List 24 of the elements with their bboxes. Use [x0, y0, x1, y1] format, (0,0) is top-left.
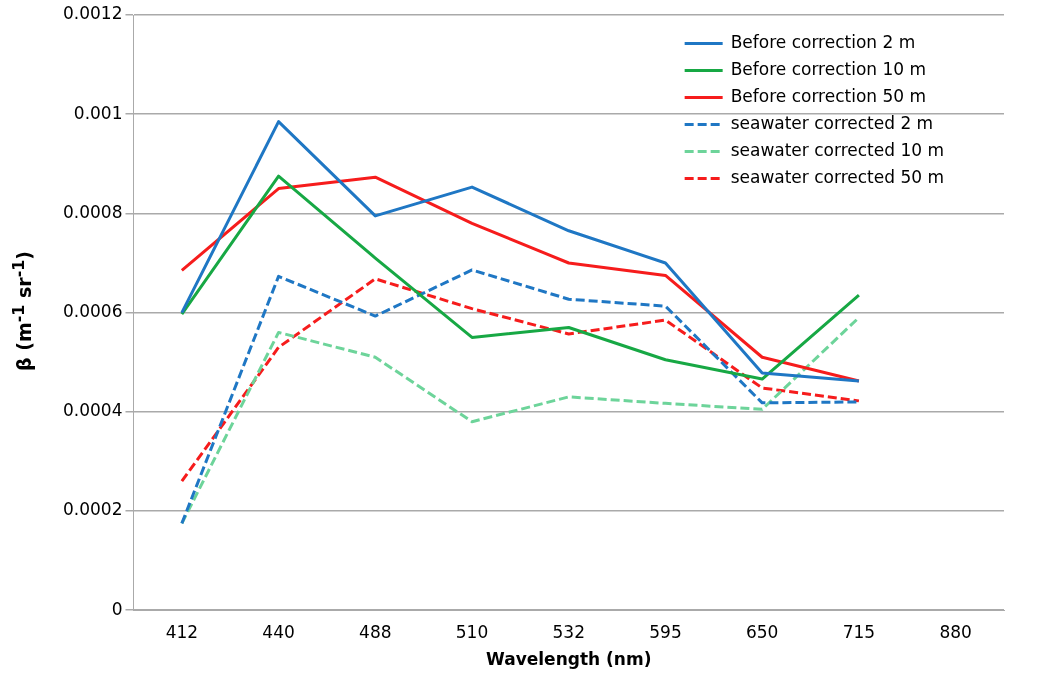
legend-label: Before correction 50 m	[730, 85, 927, 106]
legend-label: seawater corrected 2 m	[730, 112, 934, 133]
legend-label: Before correction 10 m	[730, 58, 927, 79]
legend-label: seawater corrected 10 m	[730, 139, 945, 160]
x-tick-label: 412	[165, 621, 199, 642]
y-tick-label: 0	[111, 598, 123, 619]
x-axis-title: Wavelength (nm)	[486, 649, 652, 670]
y-tick-label: 0.0012	[63, 3, 123, 24]
line-series	[180, 277, 861, 483]
x-tick-label: 510	[455, 621, 489, 642]
y-tick-label: 0.0006	[63, 301, 123, 322]
x-tick-label: 488	[359, 621, 392, 642]
legend-label: Before correction 2 m	[730, 31, 916, 52]
x-tick-label: 715	[842, 621, 876, 642]
x-tick-label: 532	[552, 621, 585, 642]
y-tick-label: 0.0004	[63, 400, 123, 421]
y-tick-label: 0.0002	[63, 499, 123, 520]
x-tick-label: 595	[649, 621, 682, 642]
x-tick-label: 880	[939, 621, 972, 642]
legend-label: seawater corrected 50 m	[730, 166, 945, 187]
x-tick-label: 650	[745, 621, 779, 642]
x-tick-label: 440	[262, 621, 295, 642]
y-tick-label: 0.0008	[63, 201, 123, 222]
y-tick-label: 0.001	[73, 102, 123, 123]
